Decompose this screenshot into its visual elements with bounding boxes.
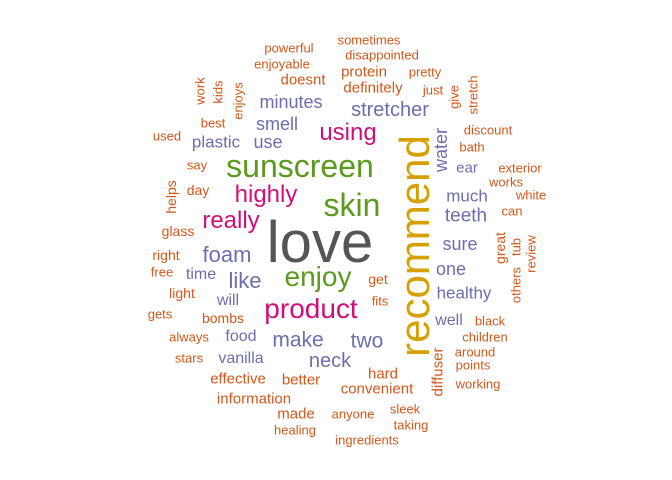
word-protein: protein [341, 63, 387, 81]
word-neck: neck [308, 350, 352, 372]
word-ingredients: ingredients [335, 432, 399, 448]
word-day: day [186, 182, 210, 198]
word-around: around [454, 344, 496, 360]
word-used: used [152, 128, 182, 144]
word-information: information [216, 390, 292, 408]
word-enjoys: enjoys [230, 82, 246, 120]
word-bombs: bombs [201, 310, 245, 326]
word-convenient: convenient [340, 380, 414, 398]
word-love: love [266, 210, 374, 275]
word-two: two [350, 329, 384, 353]
word-one: one [435, 259, 467, 279]
word-exterior: exterior [498, 160, 542, 176]
word-glass: glass [161, 223, 195, 239]
word-use: use [253, 132, 283, 152]
word-effective: effective [210, 370, 266, 388]
word-great: great [492, 232, 508, 264]
word-stars: stars [174, 350, 204, 366]
word-free: free [150, 264, 174, 280]
word-vanilla: vanilla [218, 350, 264, 367]
word-pretty: pretty [408, 64, 442, 80]
word-time: time [185, 266, 217, 283]
word-fits: fits [371, 293, 389, 309]
word-review: review [523, 235, 539, 273]
word-sleek: sleek [389, 401, 421, 417]
word-ear: ear [456, 159, 478, 177]
word-always: always [169, 329, 209, 345]
word-like: like [228, 268, 262, 293]
word-doesnt: doesnt [280, 71, 326, 89]
word-points: points [455, 357, 491, 373]
word-teeth: teeth [444, 205, 488, 227]
word-others: others [508, 266, 524, 304]
word-get: get [368, 271, 388, 287]
word-enjoy: enjoy [284, 261, 352, 292]
word-say: say [186, 157, 208, 173]
word-minutes: minutes [259, 92, 323, 112]
word-healthy: healthy [436, 283, 492, 303]
word-healing: healing [274, 422, 316, 438]
word-tub: tub [508, 237, 524, 257]
word-foam: foam [202, 242, 252, 267]
word-water: water [431, 127, 451, 173]
word-sometimes: sometimes [337, 32, 401, 48]
word-discount: discount [463, 122, 513, 138]
word-definitely: definitely [343, 79, 403, 97]
word-helps: helps [163, 180, 179, 214]
word-really: really [202, 207, 260, 234]
word-much: much [446, 186, 488, 206]
word-better: better [281, 371, 321, 389]
word-stretcher: stretcher [351, 99, 429, 121]
word-can: can [501, 203, 523, 219]
word-using: using [319, 119, 377, 146]
word-stretch: stretch [465, 75, 481, 115]
word-white: white [515, 187, 547, 203]
word-product: product [264, 293, 358, 324]
word-plastic: plastic [191, 132, 241, 152]
word-well: well [435, 312, 463, 329]
word-will: will [216, 292, 240, 309]
word-diffuser: diffuser [429, 347, 447, 397]
word-food: food [225, 328, 257, 345]
word-taking: taking [393, 417, 429, 433]
word-sure: sure [442, 234, 478, 254]
word-working: working [455, 376, 501, 392]
word-children: children [462, 329, 508, 345]
word-gets: gets [147, 306, 173, 322]
word-disappointed: disappointed [345, 47, 419, 63]
word-best: best [200, 115, 226, 131]
word-just: just [422, 82, 444, 98]
word-kids: kids [210, 80, 226, 104]
word-enjoyable: enjoyable [254, 56, 310, 72]
word-highly: highly [234, 181, 298, 208]
word-hard: hard [367, 365, 399, 383]
word-work: work [192, 77, 208, 105]
word-recommend: recommend [391, 135, 438, 357]
word-black: black [474, 313, 506, 329]
word-skin: skin [323, 187, 381, 223]
word-powerful: powerful [264, 40, 314, 56]
word-anyone: anyone [331, 406, 375, 422]
word-bath: bath [459, 139, 485, 155]
word-light: light [169, 285, 195, 301]
word-works: works [489, 174, 523, 190]
word-make: make [272, 328, 324, 352]
word-sunscreen: sunscreen [226, 148, 374, 184]
word-right: right [152, 247, 180, 263]
word-give: give [446, 85, 462, 109]
word-smell: smell [255, 114, 299, 134]
word-made: made [277, 405, 315, 423]
